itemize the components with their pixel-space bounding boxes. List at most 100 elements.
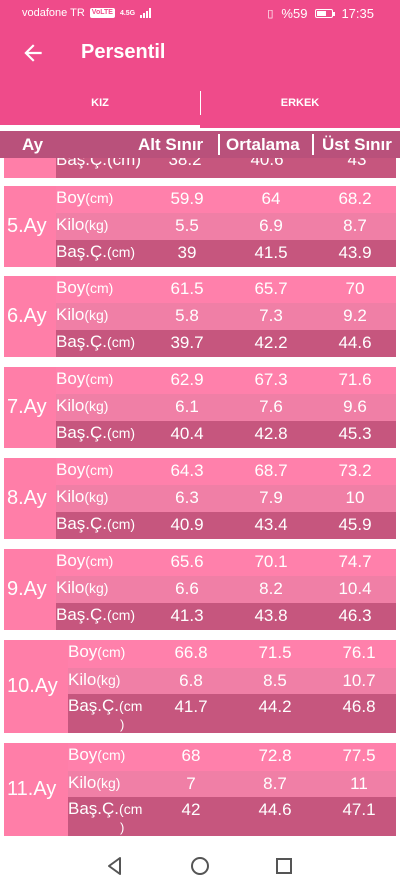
row-boy: Boy(cm) 59.9 64 68.2 bbox=[56, 186, 396, 213]
value-ortalama: 43.4 bbox=[254, 515, 288, 534]
label-bas: Baş.Ç. bbox=[56, 242, 108, 261]
value-alt: 39 bbox=[177, 243, 197, 262]
value-alt: 65.6 bbox=[170, 552, 204, 571]
value-alt: 6.1 bbox=[175, 397, 199, 416]
tab-divider bbox=[200, 91, 201, 115]
app-bar: Persentil bbox=[0, 28, 400, 78]
value-alt: 41.3 bbox=[170, 606, 204, 625]
row-kilo: Kilo(kg) 6.1 7.6 9.6 bbox=[56, 394, 396, 421]
value-alt: 7 bbox=[186, 774, 196, 793]
network-type: 4.5G bbox=[119, 9, 136, 17]
month-label: 10.Ay bbox=[4, 640, 68, 733]
unit-paren: ) bbox=[120, 717, 125, 732]
row-kilo: Kilo(kg) 6.8 8.5 10.7 bbox=[68, 668, 396, 694]
label-bas: Baş.Ç. bbox=[68, 696, 120, 715]
page-title: Persentil bbox=[81, 41, 166, 63]
unit-kg: (kg) bbox=[84, 307, 109, 323]
list-item-8-ay: 8.Ay Boy(cm) 64.3 68.7 73.2 Kilo(kg) 6.3… bbox=[4, 458, 396, 539]
value-alt: 41.7 bbox=[174, 697, 208, 716]
unit-cm: (cm) bbox=[107, 425, 136, 441]
month-label: 8.Ay bbox=[4, 458, 56, 539]
unit-cm: (cm) bbox=[85, 280, 114, 296]
list-item-9-ay: 9.Ay Boy(cm) 65.6 70.1 74.7 Kilo(kg) 6.6… bbox=[4, 549, 396, 630]
value-ust: 11 bbox=[350, 774, 368, 793]
value-alt: 42 bbox=[181, 800, 201, 819]
month-label: 11.Ay bbox=[4, 743, 68, 836]
value-alt: 61.5 bbox=[170, 279, 204, 298]
label-bas: Baş.Ç. bbox=[68, 799, 120, 818]
value-ust: 9.2 bbox=[343, 306, 367, 325]
tab-erkek[interactable]: ERKEK bbox=[280, 97, 320, 109]
vibrate-icon: ▯ bbox=[267, 8, 274, 20]
unit-cm: (cm) bbox=[85, 462, 114, 478]
signal-icon bbox=[140, 8, 152, 18]
value-alt: 62.9 bbox=[170, 370, 204, 389]
tab-kiz[interactable]: KIZ bbox=[91, 97, 109, 109]
label-boy: Boy bbox=[68, 642, 98, 661]
label-kilo: Kilo bbox=[56, 215, 85, 234]
unit-cm: (cm) bbox=[85, 371, 114, 387]
value-ortalama: 44.6 bbox=[258, 800, 292, 819]
label-kilo: Kilo bbox=[56, 305, 85, 324]
value-ust: 46.3 bbox=[338, 606, 372, 625]
value-ortalama: 44.2 bbox=[258, 697, 292, 716]
list-item-10-ay: 10.Ay Boy(cm) 66.8 71.5 76.1 Kilo(kg) 6.… bbox=[4, 640, 396, 733]
battery-icon bbox=[315, 9, 336, 18]
value-ust: 46.8 bbox=[342, 697, 376, 716]
value-ortalama: 68.7 bbox=[254, 461, 288, 480]
value-ust: 74.7 bbox=[338, 552, 372, 571]
unit-cm: (cm bbox=[119, 698, 143, 714]
unit-kg: (kg) bbox=[84, 489, 109, 505]
label-bas: Baş.Ç. bbox=[56, 332, 108, 351]
value-alt: 64.3 bbox=[170, 461, 204, 480]
unit-cm: (cm) bbox=[107, 244, 136, 260]
value-ust: 77.5 bbox=[342, 746, 376, 765]
column-separator bbox=[218, 134, 220, 155]
value-alt: 39.7 bbox=[170, 333, 204, 352]
value-ortalama: 71.5 bbox=[258, 643, 292, 662]
triangle-back-icon[interactable] bbox=[104, 855, 126, 877]
unit-cm: (cm) bbox=[107, 516, 136, 532]
unit-cm: (cm) bbox=[85, 190, 114, 206]
value-ust: 10 bbox=[345, 488, 365, 507]
label-boy: Boy bbox=[56, 369, 86, 388]
value-alt: 66.8 bbox=[174, 643, 208, 662]
value-ortalama: 70.1 bbox=[254, 552, 288, 571]
value-ust: 8.7 bbox=[343, 216, 367, 235]
value-ust: 47.1 bbox=[342, 800, 376, 819]
value-ortalama: 8.2 bbox=[259, 579, 283, 598]
tab-bar: KIZ ERKEK bbox=[0, 78, 400, 128]
month-cell bbox=[4, 158, 56, 178]
value-alt: 38.2 bbox=[168, 158, 202, 169]
value-ust: 43.9 bbox=[338, 243, 372, 262]
value-ust: 70 bbox=[345, 279, 365, 298]
arrow-left-icon[interactable] bbox=[20, 40, 46, 66]
value-ortalama: 7.3 bbox=[259, 306, 283, 325]
volte-icon: VoLTE bbox=[89, 8, 115, 18]
column-header: Ay Alt Sınır Ortalama Üst Sınır bbox=[0, 131, 400, 158]
value-ortalama: 42.8 bbox=[254, 424, 288, 443]
label-kilo: Kilo bbox=[56, 578, 85, 597]
column-ortalama: Ortalama bbox=[226, 135, 300, 154]
value-ortalama: 42.2 bbox=[254, 333, 288, 352]
circle-home-icon[interactable] bbox=[189, 855, 211, 877]
value-alt: 6.6 bbox=[175, 579, 199, 598]
row-boy: Boy(cm) 61.5 65.7 70 bbox=[56, 276, 396, 303]
value-ortalama: 72.8 bbox=[258, 746, 292, 765]
table-row: Baş.Ç.(cm) 38.2 40.6 43 bbox=[56, 158, 396, 178]
square-recents-icon[interactable] bbox=[273, 855, 295, 877]
list-item-6-ay: 6.Ay Boy(cm) 61.5 65.7 70 Kilo(kg) 5.8 7… bbox=[4, 276, 396, 357]
unit-kg: (kg) bbox=[84, 580, 109, 596]
value-alt: 68 bbox=[181, 746, 201, 765]
percentile-list[interactable]: Baş.Ç.(cm) 38.2 40.6 43 5.Ay Boy(cm) 59.… bbox=[0, 158, 400, 846]
label-kilo: Kilo bbox=[56, 396, 85, 415]
row-kilo: Kilo(kg) 7 8.7 11 bbox=[68, 771, 396, 797]
tab-indicator bbox=[0, 125, 200, 128]
value-ortalama: 6.9 bbox=[259, 216, 283, 235]
value-ust: 44.6 bbox=[338, 333, 372, 352]
value-ortalama: 41.5 bbox=[254, 243, 288, 262]
row-bas: Baş.Ç.(cm) 40.4 42.8 45.3 bbox=[56, 421, 396, 448]
list-item-partial: Baş.Ç.(cm) 38.2 40.6 43 bbox=[4, 158, 396, 178]
value-ortalama: 8.5 bbox=[263, 671, 287, 690]
value-ust: 73.2 bbox=[338, 461, 372, 480]
